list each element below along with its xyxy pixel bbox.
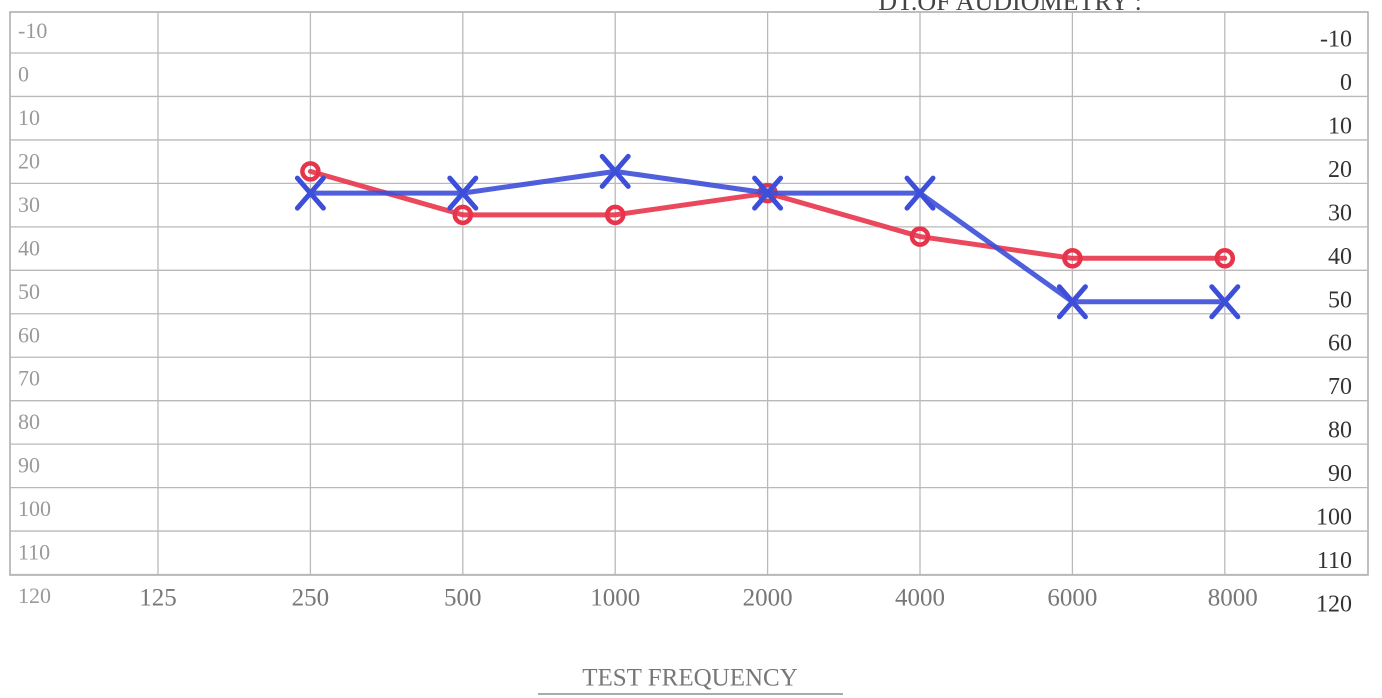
y-tick-label-right: 110 (1317, 548, 1352, 574)
x-marker-stroke (447, 175, 479, 211)
x-marker-stroke (904, 175, 936, 211)
y-tick-label-right: 20 (1328, 157, 1352, 183)
marks (294, 153, 1241, 320)
x-marker-stroke (294, 175, 326, 211)
o-marker (604, 204, 626, 226)
x-axis-label: TEST FREQUENCY (582, 665, 798, 692)
y-tick-label-right: 90 (1328, 461, 1352, 487)
y-tick-label-left: 20 (18, 148, 40, 173)
x-marker (904, 175, 936, 211)
y-tick-label-left: 120 (18, 583, 51, 608)
x-tick-label: 8000 (1208, 585, 1258, 612)
o-marker (909, 226, 931, 247)
x-marker-stroke (599, 153, 631, 189)
x-tick-label: 500 (444, 585, 482, 612)
x-tick-label: 4000 (895, 585, 945, 612)
x-marker (294, 175, 326, 211)
y-tick-label-right: 10 (1328, 113, 1352, 139)
y-tick-label-right: 80 (1328, 418, 1352, 444)
x-tick-label: 6000 (1047, 585, 1097, 612)
x-tick-label: 1000 (590, 585, 640, 612)
x-marker (1056, 284, 1088, 320)
o-marker (452, 204, 474, 226)
y-tick-label-left: 0 (18, 62, 29, 87)
x-tick-label: 250 (292, 585, 330, 612)
y-tick-label-right: 50 (1328, 287, 1352, 313)
y-tick-label-left: 50 (18, 279, 40, 304)
y-tick-label-left: 100 (18, 496, 51, 521)
y-tick-label-left: 40 (18, 235, 40, 260)
y-tick-label-left: 10 (18, 105, 40, 130)
x-tick-label: 2000 (743, 585, 793, 612)
y-tick-label-left: -10 (18, 18, 47, 43)
y-tick-label-left: 80 (18, 409, 40, 434)
x-marker-stroke (1056, 284, 1088, 320)
y-tick-label-right: 70 (1328, 374, 1352, 400)
y-tick-label-right: 30 (1328, 200, 1352, 226)
y-tick-label-right: 60 (1328, 331, 1352, 357)
grid (10, 12, 1368, 575)
y-tick-label-left: 90 (18, 453, 40, 478)
x-marker-stroke (1209, 284, 1241, 320)
o-marker (1214, 248, 1236, 269)
y-tick-label-right: 40 (1328, 244, 1352, 270)
y-tick-label-right: 0 (1340, 70, 1352, 96)
y-tick-label-left: 110 (18, 540, 50, 565)
x-marker-stroke (752, 175, 784, 211)
y-tick-label-left: 30 (18, 192, 40, 217)
y-tick-label-left: 70 (18, 366, 40, 391)
x-marker (1209, 284, 1241, 320)
x-tick-label: 125 (139, 585, 177, 612)
y-tick-label-right: 120 (1316, 592, 1352, 618)
chart-title: DT.OF AUDIOMETRY : (878, 0, 1142, 16)
x-marker (599, 153, 631, 189)
y-tick-label-right: 100 (1316, 505, 1352, 531)
o-marker (1062, 248, 1083, 269)
y-tick-label-left: 60 (18, 322, 40, 347)
y-tick-label-right: -10 (1320, 27, 1352, 53)
x-marker (447, 175, 479, 211)
x-marker (752, 175, 784, 211)
o-marker (300, 161, 321, 182)
